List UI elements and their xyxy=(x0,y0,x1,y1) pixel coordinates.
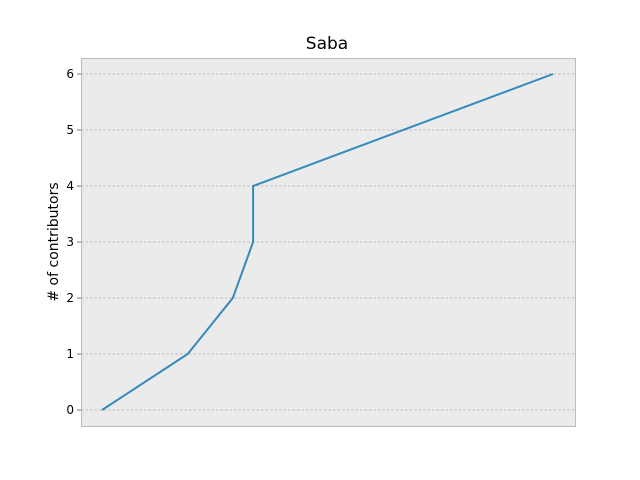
chart-title: Saba xyxy=(306,34,348,54)
y-tick-label: 4 xyxy=(66,179,74,193)
y-tick-label: 6 xyxy=(66,67,74,81)
y-axis-ticks: 0 1 2 3 4 5 6 xyxy=(66,67,81,417)
series-line xyxy=(101,73,554,411)
plot-frame xyxy=(81,58,576,427)
y-tick-label: 2 xyxy=(66,291,74,305)
y-tick-label: 1 xyxy=(66,347,74,361)
plot-area xyxy=(81,58,576,427)
y-tick-label: 3 xyxy=(66,235,74,249)
y-tick-label: 5 xyxy=(66,123,74,137)
y-gridlines xyxy=(81,73,576,411)
y-tick-label: 0 xyxy=(66,403,74,417)
y-axis-label: # of contributors xyxy=(46,182,62,301)
